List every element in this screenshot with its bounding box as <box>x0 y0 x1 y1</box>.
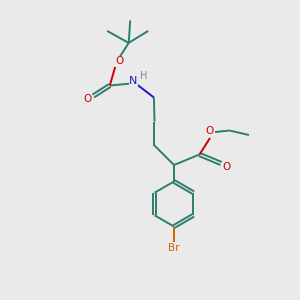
Text: O: O <box>206 126 214 136</box>
Text: O: O <box>222 162 231 172</box>
Text: Br: Br <box>168 243 180 253</box>
Text: H: H <box>140 71 148 81</box>
Text: N: N <box>129 76 138 86</box>
Text: O: O <box>116 56 124 67</box>
Text: O: O <box>83 94 92 104</box>
